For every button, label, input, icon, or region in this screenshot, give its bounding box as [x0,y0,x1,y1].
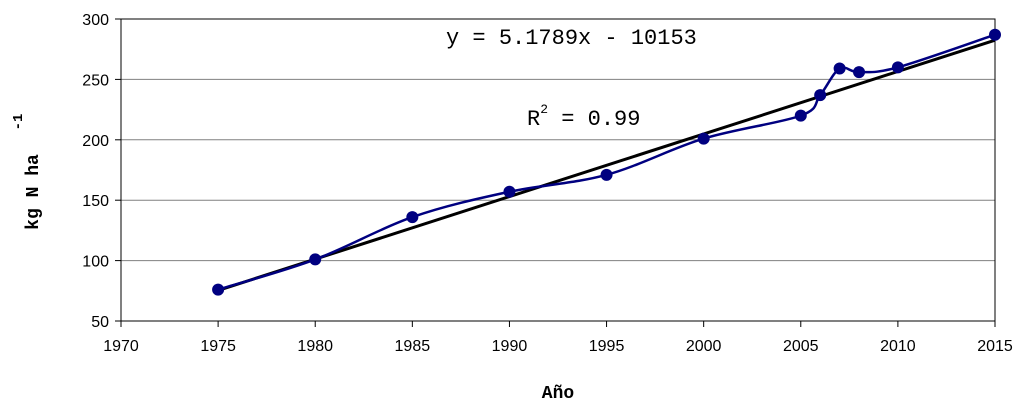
svg-text:-1: -1 [11,114,27,131]
data-point [814,89,827,102]
trendline-line [217,38,996,292]
data-point [309,253,322,266]
data-point [989,28,1001,41]
data-point [406,211,419,224]
y-tick-label: 100 [82,254,109,271]
x-tick-label: 2015 [977,338,1013,355]
axes [115,18,996,327]
y-tick-label: 200 [82,133,109,150]
y-tick-label: 50 [91,314,109,331]
x-tick-label: 1980 [297,338,333,355]
data-series [212,28,1001,296]
y-axis-title: kg N ha [24,154,44,230]
tick-labels: 50 100 150 200 250 300 1970 1975 1980 1985 1990 199… [82,12,1013,355]
x-tick-label: 1995 [589,338,625,355]
data-point [600,168,613,181]
data-point [503,185,516,198]
r-squared-annotation: R2 = 0.99 [527,102,640,132]
equation-annotation: y = 5.1789x - 10153 [446,26,697,51]
y-tick-label: 150 [82,193,109,210]
x-tick-label: 1985 [395,338,431,355]
x-tick-label: 1970 [103,338,139,355]
data-point [697,132,710,145]
data-point [212,283,225,296]
series-line [217,33,996,291]
data-point [794,109,807,122]
data-point [891,61,904,74]
x-tick-label: 2010 [880,338,916,355]
x-tick-label: 1990 [492,338,528,355]
trendline [217,38,996,292]
y-axis-title-superscript: -1 [11,114,27,131]
x-axis-title: Año [542,384,574,404]
data-point [853,66,866,79]
plot-border [120,18,996,322]
svg-text:kg N ha: kg N ha [24,154,44,230]
y-tick-label: 300 [82,12,109,29]
x-tick-label: 2005 [783,338,819,355]
x-tick-label: 1975 [200,338,236,355]
y-tick-label: 250 [82,72,109,89]
gridlines [121,18,995,262]
data-point [833,62,846,75]
x-tick-label: 2000 [686,338,722,355]
